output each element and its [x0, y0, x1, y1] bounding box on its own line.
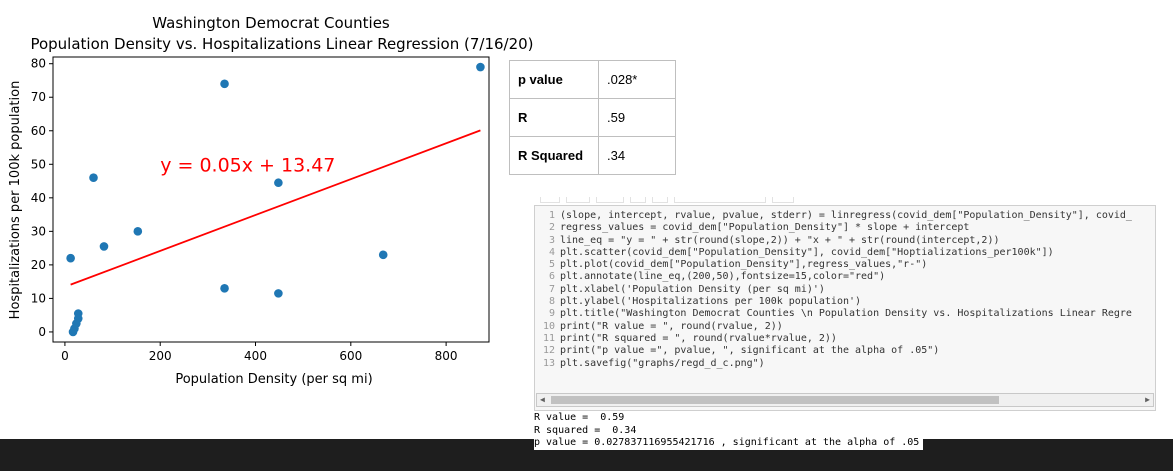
data-point	[274, 289, 283, 298]
x-tick-label: 800	[435, 349, 458, 363]
y-tick-label: 70	[31, 90, 46, 104]
code-text: plt.savefig("graphs/regd_d_c.png")	[560, 357, 765, 369]
output-line-p-value: p value = 0.027837116955421716 , signifi…	[534, 437, 924, 450]
code-line: 4 plt.scatter(covid_dem["Population_Densi…	[535, 247, 1155, 259]
data-point	[274, 178, 283, 188]
stats-label: p value	[509, 60, 599, 99]
plot-area	[52, 56, 490, 343]
x-tick-label: 600	[339, 349, 362, 363]
data-point	[220, 79, 229, 89]
cell-output: R value = 0.59 R squared = 0.34 p value …	[534, 412, 924, 450]
code-line: 6 plt.annotate(line_eq,(200,50),fontsize=…	[535, 271, 1155, 283]
data-point	[99, 242, 109, 251]
stats-row-p-value: p value .028*	[509, 60, 676, 99]
line-number: 9	[548, 308, 555, 320]
code-lines: 1 (slope, intercept, rvalue, pvalue, stde…	[535, 210, 1155, 370]
y-tick-label: 40	[31, 191, 46, 205]
line-number: 3	[548, 234, 555, 246]
notebook-toolbar-fragment	[540, 188, 840, 203]
code-text: plt.scatter(covid_dem["Population_Densit…	[560, 246, 1054, 258]
line-number: 11	[542, 332, 555, 344]
output-line-r-value: R value = 0.59	[534, 412, 924, 425]
line-number: 6	[548, 271, 555, 283]
stats-row-r-squared: R Squared .34	[509, 136, 676, 175]
data-point	[66, 253, 75, 263]
regression-equation: y = 0.05x + 13.47	[160, 154, 335, 176]
y-tick-label: 0	[38, 325, 46, 339]
code-line: 1 (slope, intercept, rvalue, pvalue, stde…	[535, 210, 1155, 222]
stats-value: .59	[598, 98, 676, 137]
horizontal-scrollbar[interactable]: ◀ ▶	[536, 393, 1154, 407]
stats-value: .34	[598, 136, 676, 175]
stats-label: R Squared	[509, 136, 599, 175]
y-axis-label: Hospitalizations per 100k population	[8, 81, 23, 320]
code-line: 7 plt.xlabel('Population Density (per sq …	[535, 284, 1155, 296]
code-text: print("p value =", pvalue, ", significan…	[560, 345, 940, 357]
code-line: 10 print("R value = ", round(rvalue, 2))	[535, 321, 1155, 333]
data-point	[378, 250, 388, 260]
code-text: plt.xlabel('Population Density (per sq m…	[560, 283, 825, 295]
code-text: plt.ylabel('Hospitalizations per 100k po…	[560, 296, 862, 308]
output-line-r-squared: R squared = 0.34	[534, 424, 924, 437]
data-point	[89, 173, 98, 183]
x-tick-label: 200	[149, 349, 172, 363]
data-point	[220, 284, 229, 293]
code-line: 11 print("R squared = ", round(rvalue*rva…	[535, 333, 1155, 345]
x-tick-label: 400	[244, 349, 267, 363]
scrollbar-thumb[interactable]	[551, 396, 999, 404]
stats-table: p value .028* R .59 R Squared .34	[509, 60, 676, 175]
code-line: 3 line_eq = "y = " + str(round(slope,2)) …	[535, 235, 1155, 247]
scatter-chart: Washington Democrat Counties Population …	[8, 14, 534, 387]
code-line: 13 plt.savefig("graphs/regd_d_c.png")	[535, 358, 1155, 370]
code-text: plt.plot(covid_dem["Population_Density"]…	[560, 259, 928, 271]
line-number: 10	[542, 320, 555, 332]
x-axis-label: Population Density (per sq mi)	[175, 372, 372, 387]
x-tick-label: 0	[61, 349, 69, 363]
y-tick-label: 80	[31, 57, 46, 71]
stats-row-r: R .59	[509, 98, 676, 137]
y-tick-label: 10	[31, 291, 46, 305]
chart-subtitle: Population Density vs. Hospitalizations …	[30, 35, 533, 53]
line-number: 5	[548, 259, 555, 271]
stats-label: R	[509, 98, 599, 137]
code-line: 2 regress_values = covid_dem["Population_…	[535, 222, 1155, 234]
code-line: 9 plt.title("Washington Democrat Counties…	[535, 308, 1155, 320]
code-text: (slope, intercept, rvalue, pvalue, stder…	[560, 210, 1132, 221]
data-point	[476, 62, 485, 72]
code-text: print("R squared = ", round(rvalue*rvalu…	[560, 332, 837, 344]
y-tick-label: 50	[31, 157, 46, 171]
code-text: print("R value = ", round(rvalue, 2))	[560, 320, 783, 332]
code-line: 12 print("p value =", pvalue, ", signific…	[535, 345, 1155, 357]
line-number: 8	[548, 296, 555, 308]
line-number: 4	[548, 246, 555, 258]
y-tick-label: 20	[31, 258, 46, 272]
data-point	[68, 327, 78, 337]
scroll-right-icon[interactable]: ▶	[1145, 395, 1150, 404]
code-text: regress_values = covid_dem["Population_D…	[560, 222, 970, 234]
line-number: 12	[542, 345, 555, 357]
code-text: line_eq = "y = " + str(round(slope,2)) +…	[560, 234, 1000, 246]
code-line: 8 plt.ylabel('Hospitalizations per 100k p…	[535, 296, 1155, 308]
line-number: 7	[548, 283, 555, 295]
code-text: plt.annotate(line_eq,(200,50),fontsize=1…	[560, 271, 886, 283]
regression-line	[70, 129, 481, 286]
data-point	[133, 227, 143, 236]
stats-value: .028*	[598, 60, 676, 99]
line-number: 13	[542, 357, 555, 369]
code-line: 5 plt.plot(covid_dem["Population_Density"…	[535, 259, 1155, 271]
line-number: 2	[548, 222, 555, 234]
code-cell[interactable]: 1 (slope, intercept, rvalue, pvalue, stde…	[534, 205, 1156, 411]
scroll-left-icon[interactable]: ◀	[540, 395, 545, 404]
code-text: plt.title("Washington Democrat Counties …	[560, 308, 1132, 320]
chart-title: Washington Democrat Counties	[152, 14, 390, 32]
y-tick-label: 60	[31, 124, 46, 138]
y-tick-label: 30	[31, 224, 46, 238]
line-number: 1	[548, 210, 555, 221]
